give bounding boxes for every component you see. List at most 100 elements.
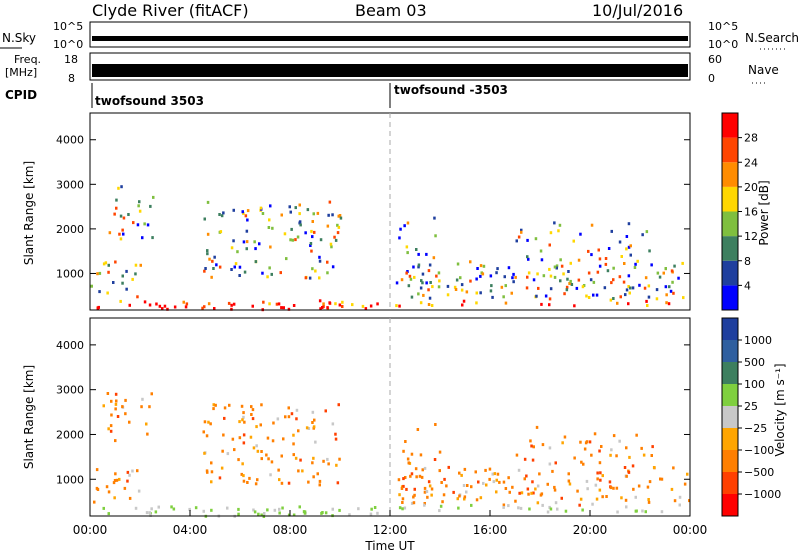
scatter-cell bbox=[143, 222, 146, 226]
scatter-cell bbox=[336, 481, 340, 485]
scatter-cell bbox=[536, 484, 540, 488]
colorbar-swatch bbox=[722, 137, 738, 163]
velocity-xlabel: Time UT bbox=[364, 539, 415, 553]
scatter-cell bbox=[132, 221, 135, 225]
scatter-cell bbox=[113, 212, 116, 216]
scatter-cell bbox=[525, 286, 529, 290]
scatter-cell bbox=[143, 300, 147, 304]
scatter-cell bbox=[261, 271, 264, 275]
x-tick-label: 00:00 bbox=[673, 523, 708, 537]
y-tick-label: 4000 bbox=[56, 134, 84, 147]
colorbar-swatch bbox=[722, 260, 738, 286]
scatter-cell bbox=[612, 266, 615, 270]
scatter-cell bbox=[253, 240, 256, 244]
scatter-cell bbox=[102, 404, 105, 408]
scatter-cell bbox=[459, 276, 462, 280]
scatter-cell bbox=[231, 437, 235, 441]
colorbar-tick-label: 28 bbox=[744, 132, 758, 145]
scatter-cell bbox=[102, 262, 106, 266]
scatter-cell bbox=[210, 480, 213, 484]
scatter-cell bbox=[580, 460, 583, 464]
scatter-cell bbox=[241, 418, 244, 422]
scatter-cell bbox=[241, 210, 244, 214]
nsearch-label: N.Search bbox=[745, 31, 799, 45]
scatter-cell bbox=[348, 513, 351, 517]
scatter-cell bbox=[565, 285, 569, 289]
scatter-cell bbox=[105, 485, 109, 489]
scatter-cell bbox=[107, 270, 110, 274]
scatter-cell bbox=[597, 248, 600, 252]
scatter-cell bbox=[210, 461, 213, 465]
scatter-cell bbox=[570, 283, 574, 286]
scatter-cell bbox=[289, 238, 292, 242]
scatter-cell bbox=[121, 228, 124, 232]
scatter-cell bbox=[578, 503, 581, 507]
scatter-cell bbox=[668, 285, 671, 289]
scatter-cell bbox=[623, 262, 626, 265]
scatter-cell bbox=[673, 264, 676, 268]
colorbar-tick-label: 25 bbox=[744, 400, 758, 413]
scatter-cell bbox=[244, 214, 248, 218]
scatter-cell bbox=[106, 392, 110, 395]
scatter-cell bbox=[672, 291, 675, 295]
scatter-cell bbox=[420, 475, 424, 479]
scatter-cell bbox=[530, 491, 533, 495]
scatter-cell bbox=[412, 495, 415, 499]
scatter-cell bbox=[318, 259, 322, 263]
scatter-cell bbox=[298, 203, 301, 207]
scatter-cell bbox=[188, 507, 191, 511]
scatter-cell bbox=[553, 275, 557, 279]
scatter-cell bbox=[610, 229, 613, 233]
colorbar-tick-label: 4 bbox=[744, 279, 751, 292]
scatter-cell bbox=[119, 299, 122, 303]
scatter-cell bbox=[438, 450, 442, 454]
scatter-cell bbox=[271, 439, 275, 443]
scatter-cell bbox=[251, 417, 255, 421]
scatter-cell bbox=[415, 248, 418, 251]
scatter-cell bbox=[420, 279, 423, 283]
scatter-cell bbox=[423, 490, 427, 494]
scatter-cell bbox=[658, 275, 662, 279]
scatter-cell bbox=[594, 483, 598, 487]
scatter-cell bbox=[268, 218, 271, 222]
scatter-cell bbox=[417, 252, 420, 256]
scatter-cell bbox=[134, 263, 138, 267]
colorbar-tick-label: −500 bbox=[744, 466, 774, 479]
scatter-cell bbox=[520, 228, 523, 232]
scatter-cell bbox=[304, 231, 307, 235]
scatter-cell bbox=[141, 236, 144, 240]
scatter-cell bbox=[502, 505, 505, 509]
scatter-cell bbox=[475, 498, 479, 502]
scatter-cell bbox=[678, 503, 681, 507]
scatter-cell bbox=[405, 487, 408, 491]
scatter-cell bbox=[590, 223, 594, 227]
scatter-cell bbox=[279, 271, 282, 275]
scatter-cell bbox=[218, 213, 221, 216]
scatter-cell bbox=[587, 271, 591, 275]
scatter-cell bbox=[256, 449, 260, 453]
scatter-cell bbox=[268, 266, 271, 270]
scatter-cell bbox=[479, 496, 483, 500]
scatter-cell bbox=[222, 211, 225, 215]
scatter-cell bbox=[102, 506, 105, 510]
scatter-cell bbox=[295, 417, 298, 421]
scatter-cell bbox=[237, 512, 240, 516]
scatter-cell bbox=[403, 224, 406, 228]
scatter-cell bbox=[405, 271, 408, 275]
scatter-cell bbox=[502, 503, 506, 507]
scatter-cell bbox=[512, 272, 515, 276]
scatter-cell bbox=[456, 262, 460, 266]
scatter-cell bbox=[126, 470, 130, 474]
scatter-cell bbox=[417, 292, 420, 296]
scatter-cell bbox=[553, 488, 557, 492]
scatter-cell bbox=[512, 280, 515, 284]
scatter-cell bbox=[151, 236, 154, 240]
scatter-cell bbox=[236, 250, 239, 254]
scatter-cell bbox=[107, 490, 111, 494]
scatter-cell bbox=[598, 264, 602, 268]
scatter-cell bbox=[656, 271, 660, 275]
scatter-cell bbox=[146, 432, 149, 436]
scatter-cell bbox=[620, 255, 623, 258]
scatter-cell bbox=[587, 296, 591, 299]
colorbar-tick-label: 16 bbox=[744, 206, 758, 219]
